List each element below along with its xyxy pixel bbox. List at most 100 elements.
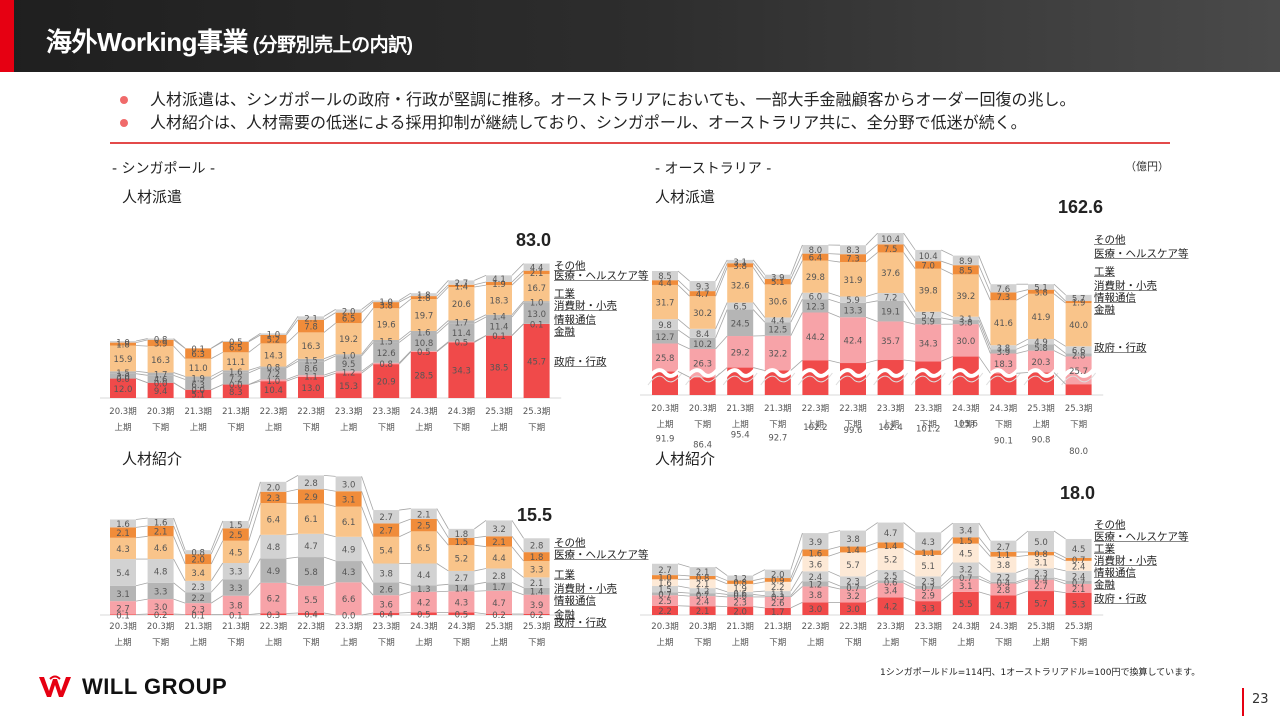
data-label: 15.9	[114, 355, 133, 365]
bar-segment-金融	[689, 596, 716, 607]
bar-segment-工業	[1065, 560, 1092, 571]
bar-segment-医療・ヘルスケア等	[727, 263, 754, 268]
x-tick-label: 下期	[995, 638, 1012, 648]
bar-segment-金融	[727, 336, 754, 368]
connector-line	[903, 580, 916, 587]
bar-segment-情報通信	[222, 372, 249, 385]
data-label: 2.8	[530, 542, 544, 552]
connector-line	[677, 270, 690, 282]
connector-line	[865, 582, 878, 590]
bar-segment-医療・ヘルスケア等	[486, 536, 512, 547]
data-label: 0.7	[658, 590, 672, 600]
connector-line	[398, 330, 412, 341]
bar-segment-工業	[147, 536, 174, 560]
bar-segment-金融	[298, 375, 324, 377]
bar-segment-消費財・小売	[486, 568, 512, 583]
bar-segment-その他	[840, 245, 866, 255]
bar-segment-工業	[110, 537, 136, 560]
connector-line	[135, 345, 148, 347]
connector-line	[1016, 530, 1029, 541]
data-label: 44.2	[806, 333, 825, 343]
connector-line	[978, 265, 991, 293]
legend-item: 工業	[1094, 266, 1115, 278]
connector-line	[474, 274, 487, 281]
bar-segment-医療・ヘルスケア等	[689, 575, 716, 580]
data-label: 7.2	[267, 370, 281, 380]
connector-line	[1016, 293, 1029, 301]
x-tick-label: 22.3期	[297, 407, 324, 417]
connector-line	[828, 292, 841, 297]
connector-line	[715, 367, 728, 378]
data-label: 0.6	[733, 592, 747, 602]
bar-segment-消費財・小売	[448, 570, 475, 585]
bar-segment-その他	[990, 284, 1017, 293]
total-au-dispatch: 162.6	[1058, 197, 1104, 217]
data-label: 5.1	[771, 278, 785, 288]
connector-line	[398, 350, 412, 364]
bar-segment-医療・ヘルスケア等	[335, 491, 362, 507]
data-label: 3.9	[809, 538, 823, 548]
legend-item: その他	[554, 260, 586, 272]
data-label: 8.5	[959, 266, 973, 276]
bar-segment-政府・行政	[298, 613, 324, 615]
bar-segment-医療・ヘルスケア等	[410, 518, 437, 532]
bar-segment-その他	[689, 281, 716, 292]
bar-segment-その他	[915, 249, 942, 262]
connector-line	[941, 268, 953, 275]
bar-segment-その他	[222, 340, 249, 342]
data-label: 1.6	[809, 549, 823, 559]
bar-segment-医療・ヘルスケア等	[335, 312, 362, 324]
data-label: 0.6	[884, 578, 898, 588]
bar-segment-その他	[915, 532, 942, 551]
connector-line	[248, 366, 261, 371]
data-label: 34.3	[919, 339, 938, 349]
connector-line	[436, 518, 449, 538]
data-label: 6.5	[229, 344, 243, 354]
x-tick-label: 上期	[957, 420, 974, 430]
bar-segment-金融	[448, 341, 475, 343]
x-tick-label: 上期	[415, 638, 432, 648]
bar-segment-医療・ヘルスケア等	[990, 292, 1017, 301]
connector-line	[978, 356, 991, 374]
data-label: 41.6	[994, 319, 1013, 329]
data-label: 13.0	[527, 310, 546, 320]
legend-item: 情報通信	[1094, 567, 1136, 579]
connector-line	[865, 522, 878, 531]
connector-line	[511, 273, 524, 286]
connector-line	[511, 590, 524, 596]
bar-segment-工業	[689, 296, 716, 329]
bar-segment-情報通信	[523, 302, 550, 324]
data-label: 2.7	[379, 513, 393, 523]
bar-segment-金融	[652, 595, 678, 606]
data-label: 3.4	[884, 587, 898, 597]
bar-segment-工業	[185, 358, 212, 377]
bar-segment-その他	[1028, 284, 1054, 290]
bar-segment-金融	[990, 583, 1017, 596]
data-label: 10.4	[919, 252, 938, 262]
data-label: 1.6	[417, 329, 431, 339]
data-label: 38.5	[490, 363, 509, 373]
x-tick-label: 23.3期	[914, 622, 941, 632]
connector-line	[211, 369, 223, 377]
data-label: 0.1	[191, 345, 205, 355]
x-tick-label: 下期	[453, 423, 470, 433]
connector-line	[286, 316, 299, 334]
data-label: 91.9	[656, 434, 675, 444]
bar-segment-工業	[840, 552, 866, 577]
data-label: 1.7	[154, 370, 168, 380]
bar-segment-金融	[147, 599, 174, 615]
data-label: 4.7	[304, 542, 318, 552]
connector-line	[361, 342, 374, 357]
bar-segment-消費財・小売	[147, 559, 174, 583]
data-label: 4.8	[267, 543, 281, 553]
bar-segment-情報通信	[298, 557, 324, 586]
x-tick-label: 24.3期	[448, 407, 475, 417]
bar-segment-金融	[1065, 583, 1092, 593]
connector-line	[903, 292, 916, 312]
bar-segment-医療・ヘルスケア等	[448, 537, 475, 546]
data-label: 4.9	[267, 567, 281, 577]
connector-line	[361, 301, 374, 313]
data-label: 3.4	[191, 569, 205, 579]
connector-line	[286, 374, 299, 380]
axis-break-line	[1023, 372, 1059, 386]
